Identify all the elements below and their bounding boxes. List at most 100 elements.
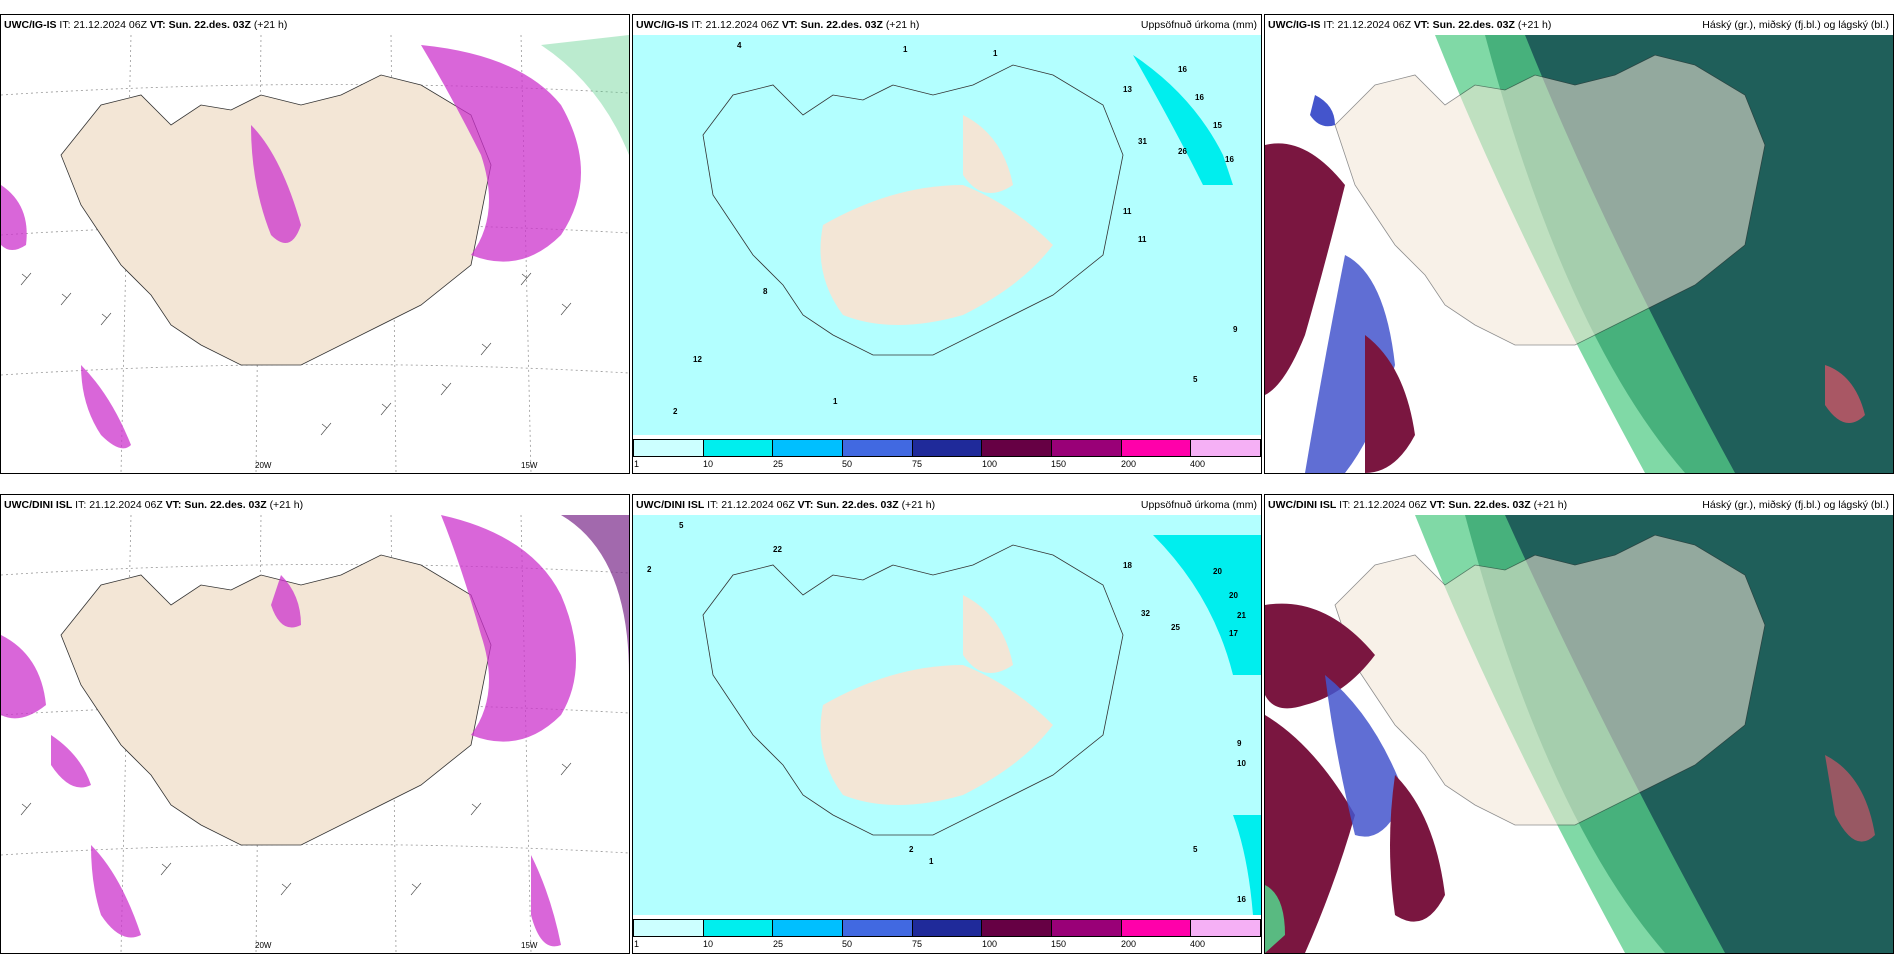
lead-time: (+21 h) [269,499,304,511]
legend-label: 150 [1051,939,1067,949]
precip-legend: 1 10 25 50 75 100 150 200 400 [633,915,1261,953]
legend-label: 400 [1190,459,1206,469]
station-value: 16 [1225,155,1234,164]
legend-label: 1 [634,459,640,469]
station-value: 22 [773,545,782,554]
valid-time: Sun. 22.des. 03Z [184,499,267,511]
valid-time: Sun. 22.des. 03Z [816,499,899,511]
station-value: 26 [1178,147,1187,156]
lead-time: (+21 h) [253,19,288,31]
lead-time: (+21 h) [1533,499,1568,511]
panel-ig-precip: UWC/IG-IS IT: 21.12.2024 06Z VT: Sun. 22… [632,14,1262,474]
model-name: UWC/DINI ISL [1268,499,1337,511]
legend-label: 150 [1051,459,1067,469]
legend-swatch [1121,920,1192,936]
legend-swatch [1191,920,1261,936]
station-value: 10 [1237,759,1246,768]
vt-label: VT: [1413,19,1430,31]
station-value: 13 [1123,85,1132,94]
legend-label: 50 [842,459,853,469]
wind-map[interactable] [1,35,629,473]
valid-time: Sun. 22.des. 03Z [1432,19,1515,31]
legend-swatch [912,920,983,936]
axis-label-15w: 15W [521,461,538,470]
station-value: 2 [647,565,652,574]
init-time: 21.12.2024 06Z [705,19,779,31]
lead-time: (+21 h) [1517,19,1552,31]
it-label: IT: [75,499,87,511]
vt-label: VT: [149,19,166,31]
station-value: 5 [679,521,684,530]
legend-swatch [634,920,704,936]
panel-header: UWC/DINI ISL IT: 21.12.2024 06Z VT: Sun.… [633,495,1261,515]
init-time: 21.12.2024 06Z [1337,19,1411,31]
precip-map[interactable]: 4 1 1 16 16 15 16 31 26 13 11 11 8 12 9 … [633,35,1261,473]
station-value: 15 [1213,121,1222,130]
valid-time: Sun. 22.des. 03Z [168,19,251,31]
station-value: 8 [763,287,768,296]
legend-swatch [912,440,983,456]
it-label: IT: [707,499,719,511]
wind-map[interactable] [1,515,629,953]
station-value: 16 [1237,895,1246,904]
lead-time: (+21 h) [901,499,936,511]
init-time: 21.12.2024 06Z [89,499,163,511]
model-name: UWC/IG-IS [1268,19,1321,31]
precip-legend: 1 10 25 50 75 100 150 200 400 [633,435,1261,473]
model-name: UWC/IG-IS [4,19,57,31]
axis-label-20w: 20W [255,461,272,470]
model-name: UWC/IG-IS [636,19,689,31]
station-value: 1 [903,45,908,54]
panel-header: UWC/DINI ISL IT: 21.12.2024 06Z VT: Sun.… [1,495,629,515]
it-label: IT: [1339,499,1351,511]
station-value: 2 [673,407,678,416]
legend-label: 10 [703,939,714,949]
panel-dini-wind: UWC/DINI ISL IT: 21.12.2024 06Z VT: Sun.… [0,494,630,954]
panel-ig-wind: UWC/IG-IS IT: 21.12.2024 06Z VT: Sun. 22… [0,14,630,474]
legend-swatch [1052,920,1122,936]
station-value: 16 [1195,93,1204,102]
cloud-map[interactable] [1265,515,1893,953]
valid-time: Sun. 22.des. 03Z [1448,499,1531,511]
legend-label: 25 [773,939,784,949]
it-label: IT: [1323,19,1335,31]
station-value: 20 [1213,567,1222,576]
init-time: 21.12.2024 06Z [721,499,795,511]
station-value: 16 [1178,65,1187,74]
station-value: 31 [1138,137,1147,146]
legend-label: 100 [982,939,998,949]
station-value: 5 [1193,845,1198,854]
precip-map[interactable]: 5 2 22 20 20 21 17 32 25 18 10 16 9 5 2 … [633,515,1261,953]
legend-swatch [773,440,844,456]
panel-title: Uppsöfnuð úrkoma (mm) [1140,19,1257,31]
station-value: 5 [1193,375,1198,384]
legend-swatch [982,440,1053,456]
legend-label: 75 [912,939,923,949]
vt-label: VT: [165,499,182,511]
legend-label: 200 [1121,459,1137,469]
panel-title: Háský (gr.), miðský (fj.bl.) og lágský (… [1702,19,1889,31]
cloud-map[interactable] [1265,35,1893,473]
legend-label: 10 [703,459,714,469]
panel-title: Uppsöfnuð úrkoma (mm) [1140,499,1257,511]
station-value: 11 [1138,235,1147,244]
model-name: UWC/DINI ISL [636,499,705,511]
panel-ig-cloud: UWC/IG-IS IT: 21.12.2024 06Z VT: Sun. 22… [1264,14,1894,474]
station-value: 9 [1233,325,1238,334]
it-label: IT: [59,19,71,31]
station-value: 1 [929,857,934,866]
station-value: 25 [1171,623,1180,632]
station-value: 21 [1237,611,1246,620]
station-value: 2 [909,845,914,854]
station-value: 9 [1237,739,1242,748]
panel-header: UWC/IG-IS IT: 21.12.2024 06Z VT: Sun. 22… [1,15,629,35]
panel-header: UWC/IG-IS IT: 21.12.2024 06Z VT: Sun. 22… [633,15,1261,35]
legend-swatch [982,920,1053,936]
panel-header: UWC/DINI ISL IT: 21.12.2024 06Z VT: Sun.… [1265,495,1893,515]
legend-swatch [634,440,704,456]
legend-swatch [1121,440,1192,456]
legend-color-bar [633,919,1261,937]
station-value: 17 [1229,629,1238,638]
legend-label: 200 [1121,939,1137,949]
station-values: 5 2 22 20 20 21 17 32 25 18 10 16 9 5 2 … [633,515,1261,953]
